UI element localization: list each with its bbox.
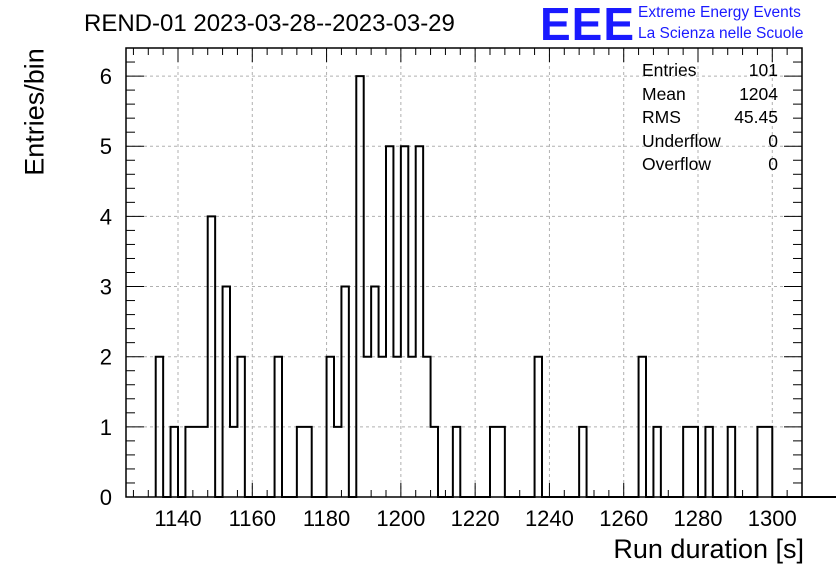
- histogram-bin: [386, 146, 393, 497]
- histogram-bin: [230, 427, 237, 497]
- histogram-bin: [728, 427, 735, 497]
- histogram-bin: [401, 146, 408, 497]
- histogram-bin: [297, 427, 304, 497]
- eee-logo-mark: EEE: [540, 0, 636, 50]
- stat-label: Mean: [642, 83, 686, 104]
- y-tick-label: 6: [100, 64, 112, 89]
- y-tick-label: 0: [100, 485, 112, 510]
- y-tick-label: 4: [100, 204, 112, 229]
- histogram-bin: [705, 427, 712, 497]
- x-tick-label: 1240: [525, 506, 574, 531]
- histogram-bin: [223, 287, 230, 497]
- stat-row-rms: RMS 45.45: [642, 106, 778, 130]
- histogram-bin: [416, 146, 423, 497]
- y-tick-label: 1: [100, 415, 112, 440]
- stat-value: 0: [768, 130, 778, 151]
- x-axis-label: Run duration [s]: [613, 534, 804, 564]
- x-tick-label: 1260: [599, 506, 648, 531]
- histogram-bin: [171, 427, 178, 497]
- x-tick-label: 1280: [674, 506, 723, 531]
- histogram-bin: [765, 427, 772, 497]
- x-tick-label: 1300: [748, 506, 797, 531]
- chart-title: REND-01 2023-03-28--2023-03-29: [84, 10, 455, 37]
- histogram-bin: [490, 427, 497, 497]
- logo-line-2: La Scienza nelle Scuole: [638, 25, 804, 42]
- y-tick-label: 2: [100, 345, 112, 370]
- x-tick-label: 1180: [303, 506, 350, 531]
- histogram-bin: [185, 427, 192, 497]
- histogram-bin: [200, 427, 207, 497]
- histogram-bin: [304, 427, 311, 497]
- histogram-bin: [341, 287, 348, 497]
- stat-label: Underflow: [642, 130, 721, 151]
- x-tick-label: 1160: [229, 506, 276, 531]
- histogram-bin: [691, 427, 698, 497]
- stat-label: RMS: [642, 107, 681, 127]
- histogram-bin: [431, 427, 438, 497]
- stat-value: 101: [748, 60, 778, 80]
- histogram-bin: [579, 427, 586, 497]
- y-tick-label: 5: [100, 134, 112, 159]
- stats-box: Entries 101 Mean 1204 RMS 45.45 Underflo…: [642, 59, 778, 177]
- histogram-bin: [653, 427, 660, 497]
- histogram-bin: [193, 427, 200, 497]
- stat-row-entries: Entries 101: [642, 59, 778, 83]
- stat-label: Entries: [642, 60, 697, 80]
- y-tick-label: 3: [100, 275, 112, 300]
- histogram-bin: [497, 427, 504, 497]
- stat-row-underflow: Underflow 0: [642, 130, 778, 154]
- logo-line-1: Extreme Energy Events: [638, 4, 801, 21]
- stat-label: Overflow: [642, 154, 712, 174]
- histogram-bin: [371, 287, 378, 497]
- x-tick-label: 1220: [451, 506, 500, 531]
- stat-row-overflow: Overflow 0: [642, 153, 778, 177]
- stat-value: 0: [768, 154, 778, 174]
- stat-row-mean: Mean 1204: [642, 83, 778, 107]
- histogram-bin: [453, 427, 460, 497]
- histogram-bin: [334, 427, 341, 497]
- histogram-bin: [757, 427, 764, 497]
- x-tick-label: 1140: [154, 506, 201, 531]
- x-tick-label: 1200: [376, 506, 425, 531]
- y-axis-label: Entries/bin: [19, 48, 50, 176]
- stat-value: 1204: [739, 83, 778, 104]
- stat-value: 45.45: [734, 107, 778, 127]
- histogram-bin: [683, 427, 690, 497]
